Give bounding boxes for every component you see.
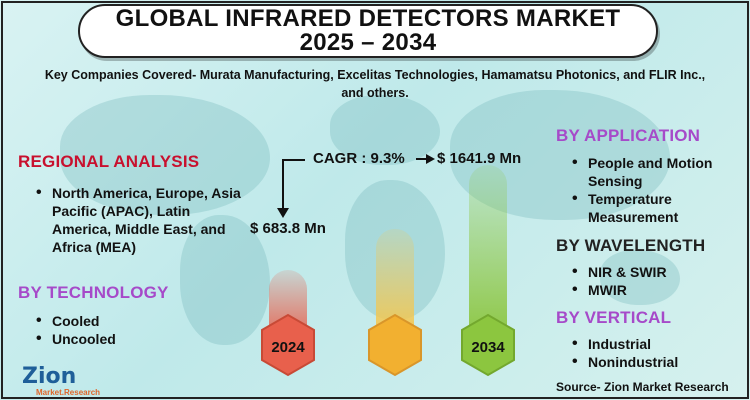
zion-logo: Zion Market.Research	[22, 364, 101, 398]
year-label-2034: 2034	[471, 339, 505, 356]
technology-list: Cooled Uncooled	[34, 312, 214, 348]
bar-2034	[469, 165, 507, 345]
source-text: Source- Zion Market Research	[556, 380, 729, 394]
vertical-heading: BY VERTICAL	[556, 308, 672, 327]
bar-2034-hexagon-base	[461, 313, 515, 377]
application-heading: BY APPLICATION	[556, 126, 701, 145]
cagr-down-arrow-head	[277, 208, 289, 218]
vertical-item: Industrial	[570, 335, 740, 353]
bar-intermediate-hexagon-base	[368, 313, 422, 377]
application-list: People and Motion Sensing Temperature Me…	[570, 154, 740, 226]
technology-heading: BY TECHNOLOGY	[18, 283, 169, 302]
page-subtitle-years: 2025 – 2034	[299, 29, 437, 56]
wavelength-item: MWIR	[570, 281, 740, 299]
logo-wordmark: Zion	[22, 364, 77, 389]
application-item: Temperature Measurement	[570, 190, 740, 226]
vertical-list: Industrial Nonindustrial	[570, 335, 740, 371]
bar-intermediate	[376, 228, 414, 345]
technology-item: Cooled	[34, 312, 214, 330]
technology-item: Uncooled	[34, 330, 214, 348]
page-title: GLOBAL INFRARED DETECTORS MARKET	[115, 5, 621, 32]
year-label-2024: 2024	[271, 339, 305, 356]
title-banner: GLOBAL INFRARED DETECTORS MARKET 2025 – …	[78, 4, 658, 58]
regional-list: North America, Europe, Asia Pacific (APA…	[34, 184, 244, 256]
cagr-right-arrow-head	[426, 154, 435, 164]
application-item: People and Motion Sensing	[570, 154, 740, 190]
wavelength-heading: BY WAVELENGTH	[556, 236, 706, 255]
cagr-down-arrow-line	[282, 159, 305, 212]
cagr-label: CAGR : 9.3%	[313, 150, 405, 167]
vertical-item: Nonindustrial	[570, 353, 740, 371]
value-label-2034: $ 1641.9 Mn	[437, 150, 522, 167]
bar-2024-hexagon-base	[261, 313, 315, 377]
wavelength-item: NIR & SWIR	[570, 263, 740, 281]
key-companies-text: Key Companies Covered- Murata Manufactur…	[44, 68, 706, 100]
regional-item: North America, Europe, Asia Pacific (APA…	[34, 184, 244, 256]
regional-analysis-heading: REGIONAL ANALYSIS	[18, 152, 200, 171]
map-europe	[330, 95, 440, 165]
value-label-2024: $ 683.8 Mn	[250, 220, 326, 237]
wavelength-list: NIR & SWIR MWIR	[570, 263, 740, 299]
logo-subtitle: Market.Research	[36, 388, 101, 397]
